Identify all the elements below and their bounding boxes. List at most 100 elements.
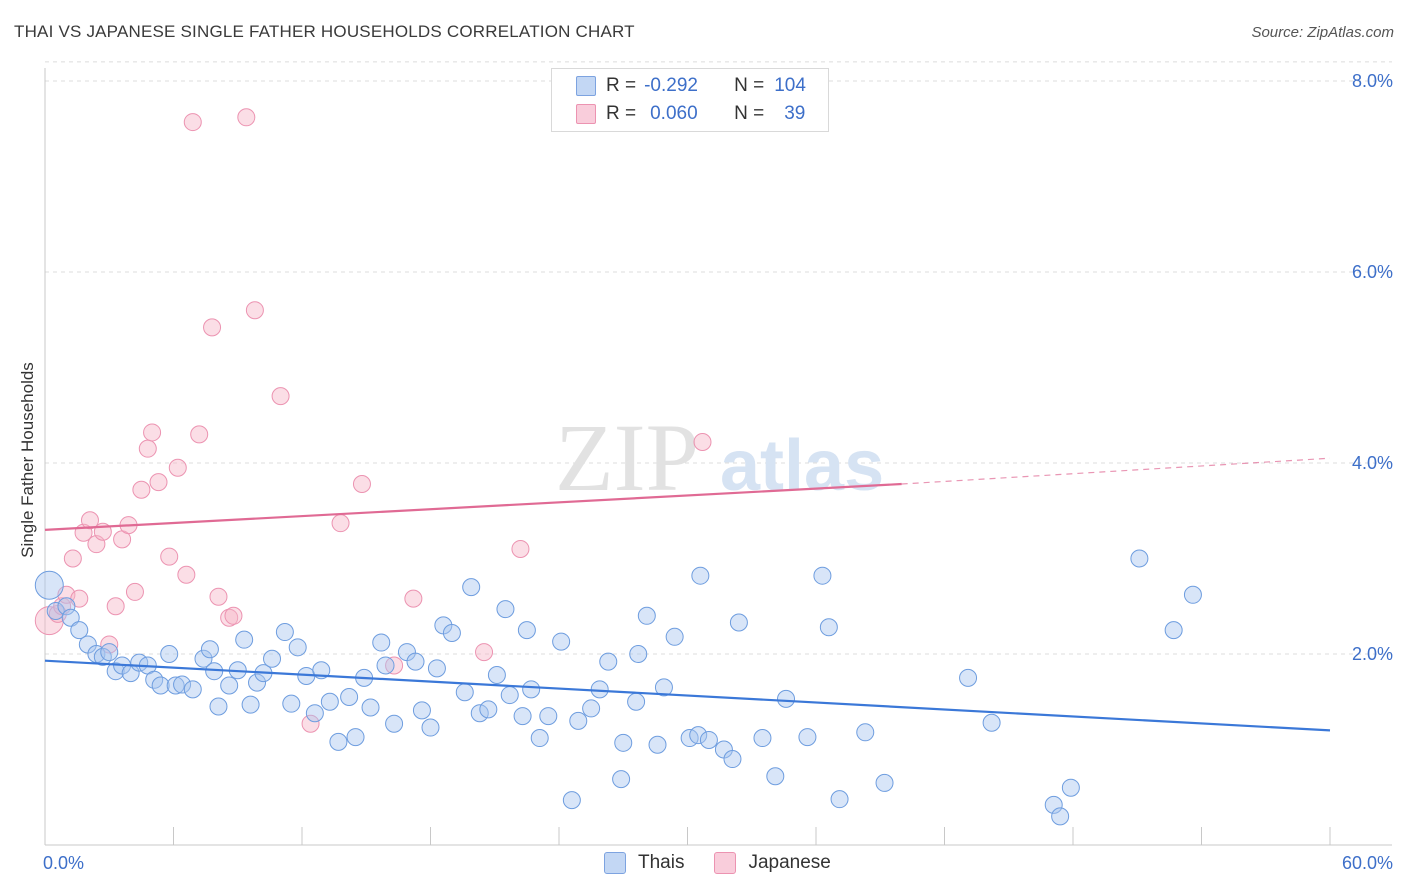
thais-point — [500, 686, 519, 705]
thais-point — [166, 676, 185, 695]
thais-point — [766, 767, 785, 786]
thais-point — [689, 726, 708, 745]
thais-point — [385, 714, 404, 733]
legend-n-value-thais: 104 — [774, 75, 806, 96]
chart-title: THAI VS JAPANESE SINGLE FATHER HOUSEHOLD… — [14, 22, 635, 41]
thais-point — [1183, 585, 1202, 604]
thais-point — [665, 627, 684, 646]
thais-point — [612, 770, 631, 789]
legend-row-japanese: R = 0.060 N = 39 — [576, 101, 805, 127]
thais-point — [753, 729, 772, 748]
thais-point — [517, 621, 536, 640]
japanese-point — [106, 597, 125, 616]
thais-point — [427, 659, 446, 678]
japanese-point — [352, 475, 371, 494]
thais-point — [487, 666, 506, 685]
japanese-point — [183, 113, 202, 132]
thais-point — [34, 570, 64, 600]
japanese-trend-extension — [901, 457, 1331, 485]
thais-point — [627, 692, 646, 711]
legend-n-label: N = — [734, 103, 765, 124]
thais-point — [599, 652, 618, 671]
y-tick-label: 4.0% — [1352, 453, 1393, 473]
legend-r-value-japanese: 0.060 — [650, 103, 698, 124]
thais-point — [479, 700, 498, 719]
japanese-point — [331, 514, 350, 533]
japanese-point — [475, 643, 494, 662]
legend-n-label: N = — [734, 75, 765, 96]
thais-point — [412, 701, 431, 720]
thais-point — [496, 600, 515, 619]
thais-point — [637, 606, 656, 625]
thais-point — [183, 680, 202, 699]
series-legend: Thais Japanese — [604, 852, 861, 874]
y-axis-label: Single Father Households — [18, 362, 37, 558]
japanese-point — [160, 547, 179, 566]
thais-point — [220, 676, 239, 695]
legend-item-japanese[interactable]: Japanese — [714, 852, 831, 874]
x-tick-label-max: 60.0% — [1342, 853, 1393, 873]
gridlines — [45, 61, 1392, 655]
thais-point — [777, 689, 796, 708]
thais-point — [819, 618, 838, 637]
japanese-point — [190, 425, 209, 444]
thais-point — [361, 698, 380, 717]
thais-point — [248, 673, 267, 692]
thais-point — [723, 750, 742, 769]
legend-label-thais: Thais — [638, 852, 685, 873]
legend-label-japanese: Japanese — [748, 852, 831, 873]
thais-point — [442, 623, 461, 642]
legend-r-label: R = — [606, 103, 637, 124]
source-label: Source: ZipAtlas.com — [1251, 24, 1394, 41]
thais-point — [699, 730, 718, 749]
thais-point — [275, 623, 294, 642]
thais-point — [288, 638, 307, 657]
thais-point — [959, 668, 978, 687]
x-tick-label-min: 0.0% — [43, 853, 84, 873]
thais-point — [455, 683, 474, 702]
thais-point — [200, 640, 219, 659]
correlation-legend: R = -0.292 N = 104 R = 0.060 N = 39 — [551, 68, 829, 132]
thais-point — [982, 713, 1001, 732]
thais-point — [241, 695, 260, 714]
thais-point — [582, 699, 601, 718]
trend-lines — [44, 457, 1331, 732]
thais-point — [648, 735, 667, 754]
japanese-point — [271, 387, 290, 406]
legend-item-thais[interactable]: Thais — [604, 852, 684, 874]
thais-point — [340, 687, 359, 706]
thais-point — [346, 728, 365, 747]
thais-point — [856, 723, 875, 742]
japanese-point — [132, 480, 151, 499]
watermark: ZIP atlas — [555, 404, 884, 511]
thais-points — [34, 549, 1202, 826]
thais-point — [813, 566, 832, 585]
tick-labels: 2.0% 4.0% 6.0% 8.0% 0.0% 60.0% — [43, 71, 1393, 873]
thais-point — [329, 732, 348, 751]
thais-point — [552, 632, 571, 651]
japanese-points — [34, 108, 712, 733]
thais-point — [235, 630, 254, 649]
japanese-point — [209, 587, 228, 606]
thais-point — [372, 633, 391, 652]
japanese-point — [138, 439, 157, 458]
watermark-atlas: atlas — [720, 426, 884, 506]
thais-point — [513, 707, 532, 726]
legend-r-label: R = — [606, 75, 637, 96]
japanese-point — [177, 565, 196, 584]
thais-point — [1164, 621, 1183, 640]
thais-point — [629, 645, 648, 663]
legend-swatch-japanese — [714, 852, 737, 874]
thais-point — [160, 645, 179, 663]
japanese-point — [237, 108, 256, 127]
thais-point — [209, 697, 228, 716]
thais-point — [562, 791, 581, 810]
thais-point — [569, 711, 588, 730]
thais-point — [1044, 795, 1063, 814]
thais-point — [654, 678, 673, 697]
thais-point — [1130, 549, 1149, 568]
thais-point — [57, 597, 76, 616]
japanese-point — [63, 549, 82, 568]
thais-point — [151, 676, 170, 695]
